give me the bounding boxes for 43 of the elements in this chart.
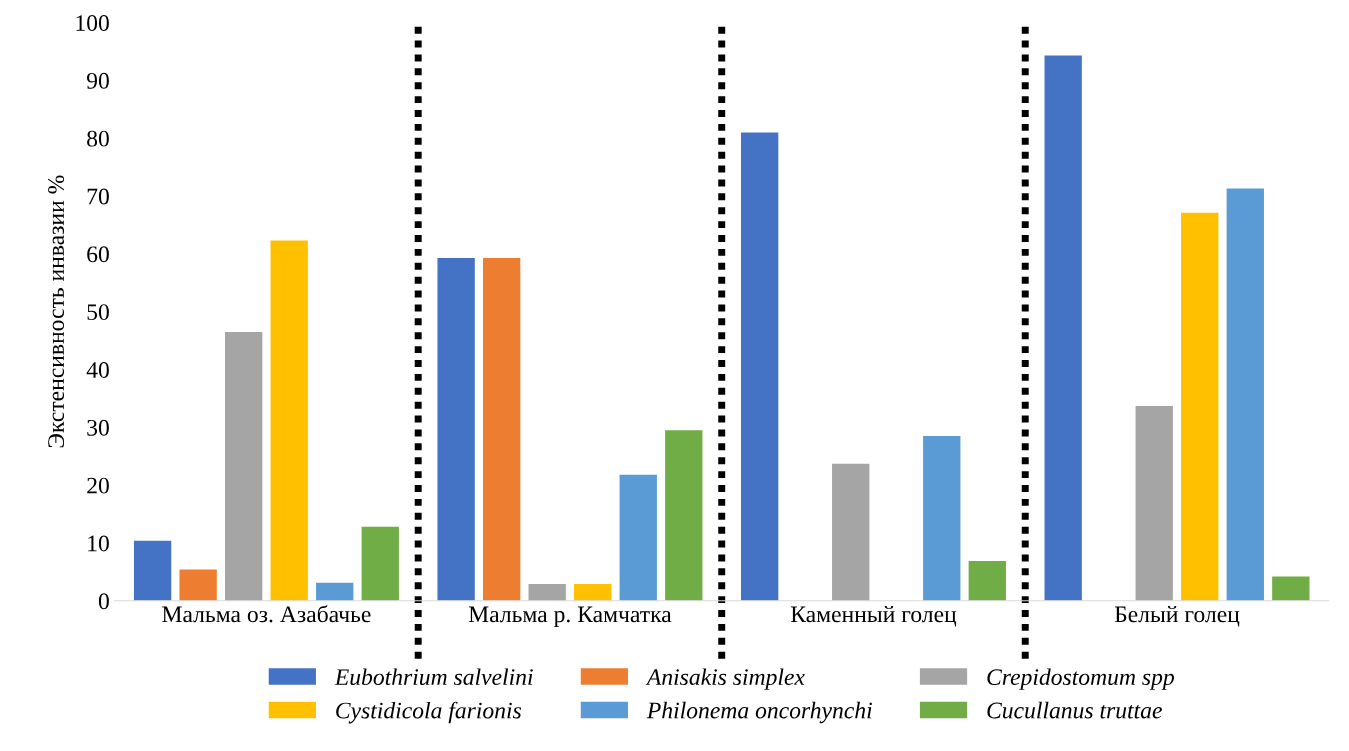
y-tick-label: 60: [87, 246, 109, 263]
bar: [179, 569, 217, 601]
x-tick-label: Мальма р. Камчатка: [468, 606, 672, 628]
bar: [832, 463, 870, 601]
bar: [923, 435, 961, 601]
x-tick-label: Каменный голец: [790, 605, 957, 627]
bar: [619, 474, 657, 601]
y-tick-label: 90: [86, 72, 109, 89]
legend-label: Cucullanus truttae: [987, 701, 1162, 719]
bar: [1226, 188, 1264, 601]
x-tick-label: Белый голец: [1114, 605, 1240, 627]
bar: [665, 430, 703, 601]
legend-label: Cystidicola farionis: [336, 701, 522, 724]
y-tick-label: 80: [87, 130, 109, 147]
bar: [740, 132, 779, 601]
bar: [1272, 576, 1310, 601]
legend-label: Crepidostomum spp: [987, 668, 1174, 690]
y-tick-label: 100: [76, 15, 109, 31]
y-tick-label: 50: [87, 304, 109, 321]
bar: [968, 560, 1006, 601]
bar: [482, 257, 521, 601]
y-tick-label: 0: [98, 593, 109, 610]
bar: [574, 584, 612, 601]
x-tick-label: Мальма оз. Азабачье: [162, 605, 371, 623]
legend-label: Eubothrium salvelini: [334, 668, 533, 686]
y-tick-label: 70: [87, 188, 109, 205]
y-tick-label: 20: [87, 477, 109, 494]
legend-label: Anisakis simplex: [645, 668, 805, 690]
bar: [528, 584, 566, 601]
bar: [1044, 55, 1082, 601]
y-axis-title: Экстенсивность инвазии %: [48, 175, 65, 448]
bar: [316, 582, 354, 601]
bar: [270, 240, 308, 601]
bar: [1181, 212, 1219, 601]
bar: [133, 540, 172, 601]
bar: [361, 526, 399, 601]
bar: [437, 257, 475, 601]
legend-label: Philonema oncorhynchi: [646, 701, 872, 724]
y-tick-label: 10: [88, 535, 109, 552]
bar: [225, 331, 263, 601]
y-tick-label: 30: [87, 419, 109, 436]
y-tick-label: 40: [86, 361, 109, 378]
bar: [1135, 405, 1173, 601]
